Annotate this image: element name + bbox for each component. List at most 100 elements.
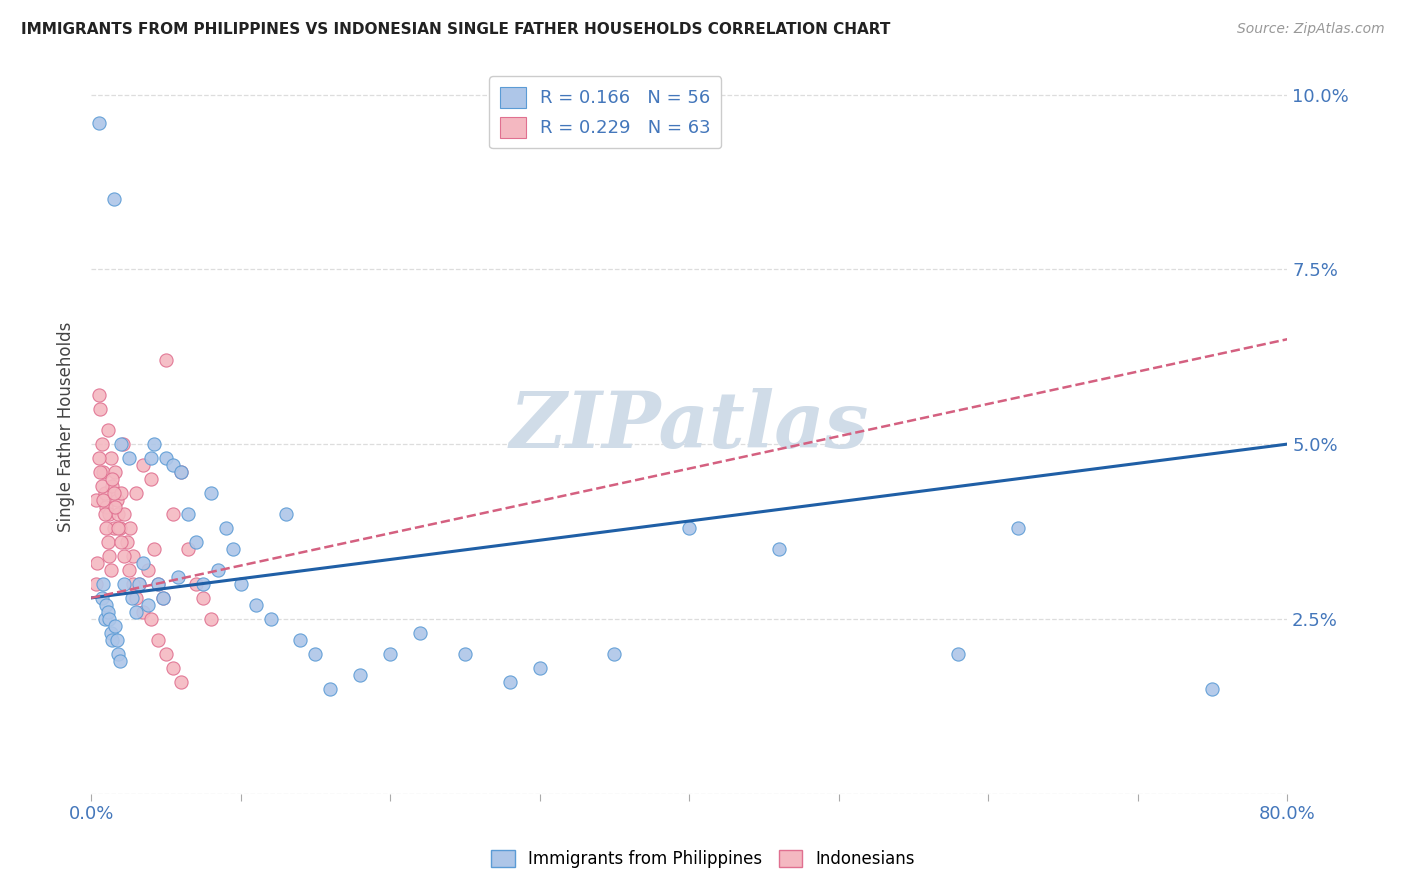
- Point: [139, 451, 162, 466]
- Point: [162, 507, 184, 521]
- Point: [87, 115, 110, 129]
- Point: [380, 647, 402, 661]
- Point: [122, 577, 145, 591]
- Point: [107, 647, 129, 661]
- Point: [184, 577, 207, 591]
- Point: [90, 591, 112, 605]
- Point: [84, 493, 107, 508]
- Point: [229, 577, 252, 591]
- Legend: R = 0.166   N = 56, R = 0.229   N = 63: R = 0.166 N = 56, R = 0.229 N = 63: [489, 76, 721, 148]
- Point: [215, 521, 238, 535]
- Point: [139, 472, 162, 486]
- Point: [290, 632, 312, 647]
- Point: [603, 647, 626, 661]
- Point: [167, 570, 190, 584]
- Point: [222, 541, 245, 556]
- Point: [117, 451, 139, 466]
- Point: [105, 632, 128, 647]
- Point: [101, 632, 124, 647]
- Point: [125, 486, 148, 500]
- Point: [90, 437, 112, 451]
- Point: [200, 612, 222, 626]
- Point: [100, 563, 122, 577]
- Point: [170, 674, 193, 689]
- Point: [111, 437, 134, 451]
- Text: ZIPatlas: ZIPatlas: [509, 388, 869, 465]
- Point: [103, 486, 125, 500]
- Point: [768, 541, 790, 556]
- Point: [112, 507, 135, 521]
- Point: [110, 535, 132, 549]
- Point: [170, 465, 193, 479]
- Text: Source: ZipAtlas.com: Source: ZipAtlas.com: [1237, 22, 1385, 37]
- Point: [132, 556, 155, 570]
- Point: [108, 654, 131, 668]
- Point: [112, 577, 135, 591]
- Point: [136, 563, 159, 577]
- Point: [97, 535, 120, 549]
- Point: [98, 549, 121, 563]
- Point: [304, 647, 326, 661]
- Point: [110, 486, 132, 500]
- Point: [118, 521, 141, 535]
- Point: [200, 486, 222, 500]
- Point: [245, 598, 267, 612]
- Point: [125, 605, 148, 619]
- Point: [177, 541, 200, 556]
- Point: [108, 521, 131, 535]
- Point: [107, 507, 129, 521]
- Point: [319, 681, 342, 696]
- Point: [103, 193, 125, 207]
- Point: [91, 493, 114, 508]
- Point: [110, 437, 132, 451]
- Point: [115, 535, 138, 549]
- Point: [104, 619, 127, 633]
- Point: [98, 612, 121, 626]
- Point: [94, 521, 117, 535]
- Point: [100, 451, 122, 466]
- Point: [136, 598, 159, 612]
- Point: [125, 591, 148, 605]
- Point: [152, 591, 174, 605]
- Point: [89, 465, 111, 479]
- Point: [87, 451, 110, 466]
- Point: [86, 556, 108, 570]
- Point: [89, 402, 111, 417]
- Point: [132, 605, 155, 619]
- Point: [104, 500, 127, 514]
- Point: [148, 632, 170, 647]
- Point: [128, 577, 150, 591]
- Point: [121, 591, 143, 605]
- Point: [177, 507, 200, 521]
- Point: [148, 577, 170, 591]
- Point: [103, 521, 125, 535]
- Point: [91, 465, 114, 479]
- Point: [107, 521, 129, 535]
- Point: [162, 458, 184, 472]
- Point: [259, 612, 281, 626]
- Point: [93, 486, 115, 500]
- Point: [122, 549, 145, 563]
- Point: [148, 577, 170, 591]
- Point: [155, 451, 177, 466]
- Y-axis label: Single Father Households: Single Father Households: [58, 321, 75, 532]
- Point: [142, 437, 165, 451]
- Point: [1007, 521, 1029, 535]
- Point: [97, 423, 120, 437]
- Point: [155, 353, 177, 368]
- Point: [94, 598, 117, 612]
- Point: [678, 521, 700, 535]
- Point: [454, 647, 477, 661]
- Point: [207, 563, 229, 577]
- Point: [98, 507, 121, 521]
- Point: [184, 535, 207, 549]
- Point: [104, 465, 127, 479]
- Point: [105, 493, 128, 508]
- Point: [97, 605, 120, 619]
- Point: [93, 507, 115, 521]
- Point: [948, 647, 970, 661]
- Point: [132, 458, 155, 472]
- Point: [162, 661, 184, 675]
- Point: [529, 661, 551, 675]
- Point: [128, 577, 150, 591]
